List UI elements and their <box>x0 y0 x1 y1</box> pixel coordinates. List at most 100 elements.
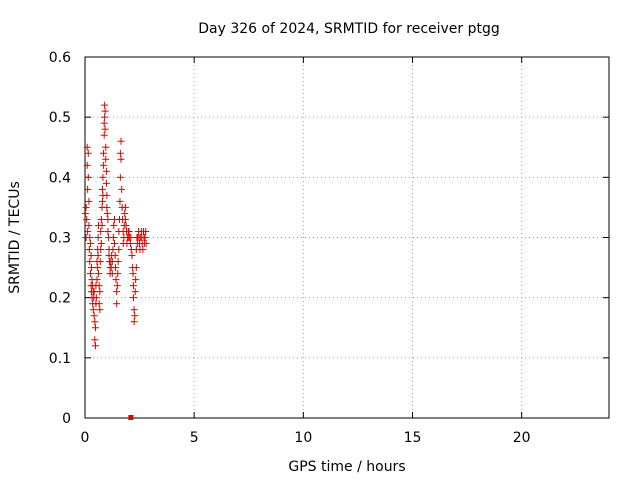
data-point <box>109 234 117 241</box>
data-point <box>93 276 101 284</box>
data-point <box>92 294 100 302</box>
data-point <box>87 252 95 260</box>
data-point <box>91 318 99 326</box>
data-point <box>103 209 111 217</box>
data-point <box>84 185 92 193</box>
data-point <box>139 246 147 254</box>
x-tick-label: 15 <box>404 430 422 446</box>
data-point <box>113 300 121 308</box>
y-tick-label: 0.2 <box>49 291 71 307</box>
data-point <box>86 258 94 266</box>
data-point <box>125 227 133 235</box>
data-point <box>102 155 110 163</box>
data-point <box>142 227 150 235</box>
data-point <box>100 131 108 139</box>
data-point <box>102 179 110 187</box>
data-point <box>111 252 119 260</box>
data-point <box>91 336 99 344</box>
data-point <box>104 215 112 223</box>
data-point <box>121 215 129 223</box>
data-point <box>100 161 108 169</box>
x-tick-label: 0 <box>81 430 90 446</box>
data-point <box>97 215 105 223</box>
data-point <box>114 258 122 266</box>
data-point <box>141 234 149 241</box>
data-point <box>132 264 140 272</box>
data-point <box>91 324 99 332</box>
data-point <box>84 227 92 235</box>
data-point <box>94 264 102 272</box>
data-point <box>91 342 99 350</box>
data-point <box>109 246 117 254</box>
axis-ticks <box>84 56 609 419</box>
x-tick-label: 5 <box>190 430 199 446</box>
data-point <box>86 240 94 248</box>
data-point <box>95 300 103 308</box>
data-point <box>115 246 123 254</box>
data-point <box>108 258 116 266</box>
data-point <box>103 203 111 211</box>
x-tick-label: 20 <box>513 430 531 446</box>
data-point <box>84 173 92 181</box>
y-tick-label: 0.4 <box>49 170 71 186</box>
data-point <box>85 221 93 229</box>
data-point <box>101 101 109 109</box>
data-point <box>116 149 124 157</box>
data-point <box>96 258 104 266</box>
data-point <box>129 270 137 278</box>
data-point <box>122 221 130 229</box>
data-point <box>99 173 107 181</box>
data-point <box>85 197 93 205</box>
data-point <box>86 270 94 278</box>
data-point <box>82 203 90 211</box>
data-point <box>114 270 122 278</box>
data-point <box>94 234 102 241</box>
data-point <box>104 227 112 235</box>
data-point <box>100 149 108 157</box>
tick-labels: 0 5 10 15 20 0 0.1 0.2 0.3 0.4 0.5 0.6 <box>49 50 531 446</box>
data-point <box>97 240 105 248</box>
data-point <box>121 203 129 211</box>
y-tick-label: 0 <box>62 411 71 427</box>
data-point <box>86 234 94 241</box>
data-point <box>95 282 103 290</box>
x-axis-label: GPS time / hours <box>288 459 405 475</box>
y-tick-label: 0.1 <box>49 351 71 367</box>
data-point <box>112 276 120 284</box>
data-point <box>98 185 106 193</box>
data-point <box>96 288 104 296</box>
data-point <box>83 143 91 151</box>
data-point <box>96 306 104 314</box>
data-point <box>83 215 91 223</box>
data-points <box>81 101 150 420</box>
data-point <box>101 113 109 121</box>
data-point <box>113 282 121 290</box>
data-point <box>81 209 89 217</box>
data-point <box>101 107 109 115</box>
y-tick-label: 0.6 <box>49 50 71 66</box>
data-point <box>98 197 106 205</box>
data-point-square <box>128 415 134 420</box>
data-point <box>97 227 105 235</box>
x-tick-label: 10 <box>294 430 312 446</box>
y-tick-label: 0.3 <box>49 231 71 247</box>
data-point <box>142 240 150 248</box>
data-point <box>129 294 137 302</box>
data-point <box>128 252 136 260</box>
data-point <box>116 173 124 181</box>
data-point <box>88 264 96 272</box>
data-point <box>102 143 110 151</box>
data-point <box>131 312 139 320</box>
data-point <box>98 221 106 229</box>
data-point <box>129 282 137 290</box>
data-point <box>126 240 134 248</box>
data-point <box>130 306 138 314</box>
data-point <box>131 288 139 296</box>
data-point <box>97 246 105 254</box>
data-point <box>100 119 108 127</box>
data-point <box>112 264 120 272</box>
y-tick-label: 0.5 <box>49 110 71 126</box>
data-point <box>95 270 103 278</box>
data-point <box>116 197 124 205</box>
